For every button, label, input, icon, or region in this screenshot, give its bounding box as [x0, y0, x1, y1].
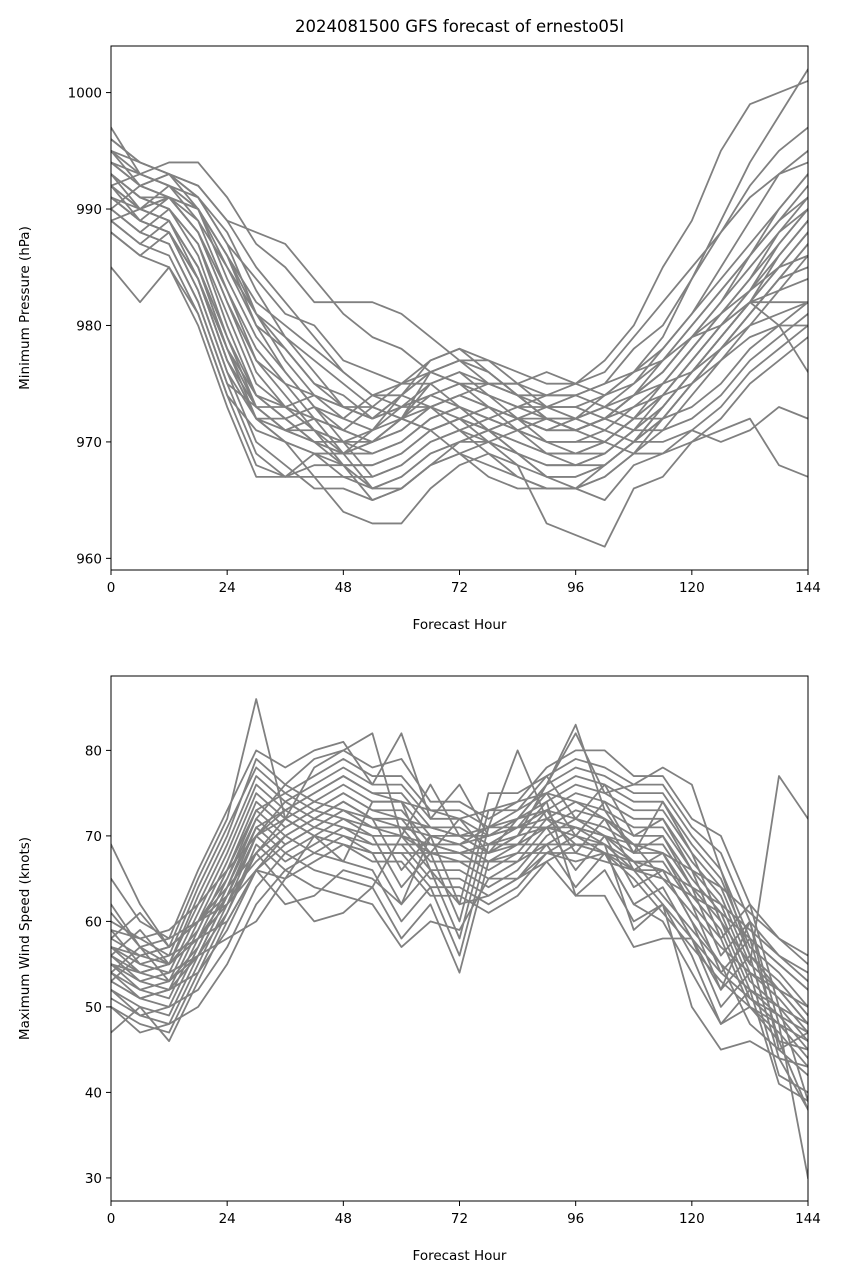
pressure-x-tick-label: 48: [335, 580, 352, 596]
pressure-x-axis-label: Forecast Hour: [413, 617, 507, 633]
wind-x-tick-label: 24: [219, 1211, 236, 1227]
pressure-series-line-24: [111, 161, 808, 502]
wind-x-tick-label: 120: [679, 1211, 705, 1227]
pressure-series-line-29: [111, 173, 808, 432]
wind-series-line-6: [111, 775, 808, 1009]
wind-series-line-2: [111, 732, 808, 1026]
wind-y-tick-label: 50: [85, 1000, 102, 1016]
pressure-y-tick-label: 970: [76, 435, 102, 451]
wind-series-line-30: [111, 775, 808, 1008]
wind-series-line-3: [111, 749, 808, 966]
wind-y-tick-label: 30: [85, 1171, 102, 1187]
wind-x-tick-label: 144: [795, 1211, 821, 1227]
wind-series-line-28: [111, 809, 808, 1043]
wind-y-tick-label: 40: [85, 1085, 102, 1101]
pressure-y-tick-label: 990: [76, 202, 102, 218]
wind-x-tick-label: 96: [567, 1211, 584, 1227]
pressure-x-tick-label: 24: [219, 580, 236, 596]
pressure-x-tick-label: 120: [679, 580, 705, 596]
pressure-series-line-20: [111, 196, 808, 490]
wind-series-group: [111, 698, 808, 1179]
pressure-y-tick-label: 980: [76, 318, 102, 334]
wind-x-tick-label: 72: [451, 1211, 468, 1227]
pressure-x-tick-label: 96: [567, 580, 584, 596]
pressure-x-tick-label: 72: [451, 580, 468, 596]
pressure-x-tick-label: 144: [795, 580, 821, 596]
chart-title: 2024081500 GFS forecast of ernesto05l: [295, 17, 624, 36]
wind-series-line-18: [111, 826, 808, 1111]
pressure-series-line-22: [111, 138, 808, 478]
wind-series-line-20: [111, 860, 808, 1103]
wind-series-line-26: [111, 800, 808, 1051]
wind-y-axis-label: Maximum Wind Speed (knots): [17, 837, 33, 1040]
pressure-series-line-32: [111, 149, 808, 432]
wind-speed-panel: 0 24 48 72 96 120 144 30 40 50 60 70 80 Forecast Hour…: [17, 675, 821, 1264]
wind-series-line-27: [111, 800, 808, 1034]
pressure-series-line-27: [111, 184, 808, 502]
wind-series-line-4: [111, 758, 808, 974]
wind-y-tick-label: 70: [85, 829, 102, 845]
wind-y-tick-label: 80: [85, 743, 102, 759]
pressure-series-line-33: [111, 196, 808, 432]
wind-x-tick-label: 0: [107, 1211, 116, 1227]
wind-x-axis-label: Forecast Hour: [413, 1248, 507, 1264]
wind-series-line-29: [111, 792, 808, 1026]
wind-series-line-17: [111, 809, 808, 1111]
pressure-series-group: [111, 68, 808, 548]
pressure-y-tick-label: 960: [76, 551, 102, 567]
wind-x-tick-label: 48: [335, 1211, 352, 1227]
pressure-panel: 0 24 48 72 96 120 144 960 970 980 990 1000 Forecast …: [17, 45, 821, 633]
pressure-x-tick-label: 0: [107, 580, 116, 596]
wind-series-line-1: [111, 698, 808, 966]
pressure-y-axis-label: Minimum Pressure (hPa): [17, 226, 33, 390]
pressure-y-tick-label: 1000: [68, 86, 102, 102]
wind-y-tick-label: 60: [85, 914, 102, 930]
